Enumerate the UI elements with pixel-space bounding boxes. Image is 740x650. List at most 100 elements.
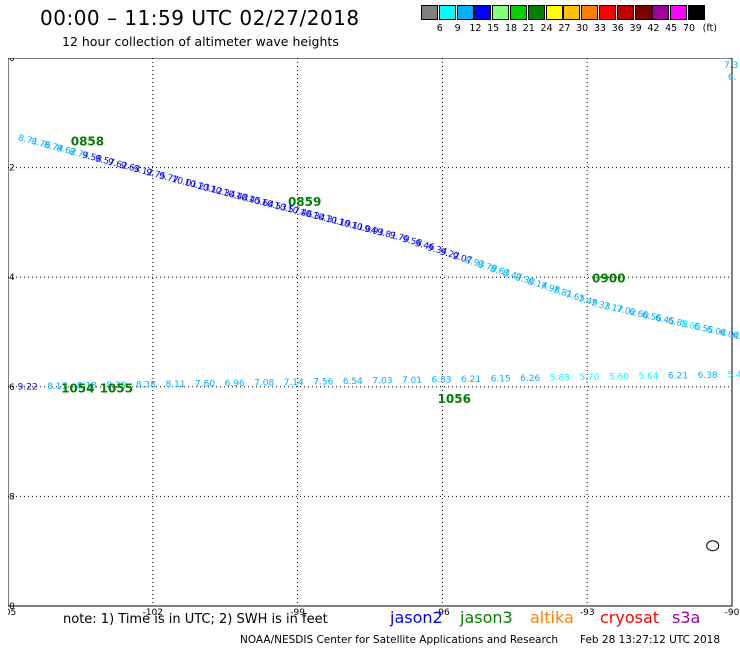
lower-swh-label: 6.21	[461, 375, 481, 385]
upper-swh-label: 9.22	[439, 247, 461, 262]
color-swatch	[599, 5, 616, 20]
upper-swh-label: 8.30	[514, 273, 536, 288]
upper-swh-label: 8.62	[55, 144, 77, 159]
time-label: 1054	[61, 381, 94, 395]
lower-swh-label: 7.01	[402, 376, 422, 386]
plot-frame	[8, 58, 733, 607]
color-tick-label: 18	[504, 23, 518, 34]
lower-swh-label: 5.83	[550, 374, 570, 384]
lower-swh-label: 6.26	[520, 374, 540, 384]
color-tick-label: 21	[522, 23, 535, 34]
lat-tick-label: -64	[8, 273, 15, 283]
satellite-legend-jason3: jason3	[460, 608, 513, 627]
units-note: note: 1) Time is in UTC; 2) SWH is in fe…	[63, 612, 328, 627]
lat-tick-label: -70	[8, 602, 15, 612]
color-tick-label: 6	[436, 23, 443, 34]
lower-swh-label: 8.39	[106, 381, 126, 391]
upper-swh-label: 5.80	[680, 319, 702, 334]
upper-swh-label: 7.98	[539, 282, 561, 297]
color-swatch	[474, 5, 492, 20]
color-tick-label: 12	[469, 23, 482, 34]
lat-tick-label: -62	[8, 164, 15, 174]
upper-swh-label: 9.93	[363, 224, 385, 239]
lower-swh-label: 7.56	[313, 378, 333, 388]
upper-swh-label: 8.47	[501, 269, 523, 284]
upper-swh-label: 6.88	[667, 316, 689, 331]
upper-swh-label: 6.56	[641, 310, 663, 325]
upper-swh-label: 8.76	[30, 137, 52, 152]
lat-tick-label: -68	[8, 492, 15, 502]
time-label: 0900	[592, 272, 625, 286]
upper-swh-label: 9.58	[401, 235, 423, 250]
lower-swh-label: 9.22	[18, 383, 38, 393]
color-swatch	[563, 5, 581, 20]
lower-swh-label: 5.64	[638, 372, 658, 382]
upper-swh-label: 8.14	[526, 277, 548, 292]
color-swatch	[634, 5, 652, 20]
lat-tick-label: -60	[8, 58, 15, 64]
upper-swh-label: 6.04	[705, 325, 727, 340]
upper-swh-label: 9.07	[451, 252, 473, 267]
upper-swh-label: 7.02	[615, 304, 637, 319]
upper-swh-label: 7.65	[564, 290, 586, 305]
lower-swh-label: 8.38	[136, 381, 156, 391]
upper-swh-label: 7.3	[724, 61, 738, 71]
upper-swh-label: 6.45	[654, 313, 676, 328]
color-swatch	[616, 5, 634, 20]
lower-swh-label: 5.60	[609, 373, 629, 383]
color-swatch	[438, 5, 456, 20]
upper-swh-label: 9.70	[388, 231, 410, 246]
lower-swh-label: 8.18	[77, 382, 97, 392]
upper-swh-label: 8.74	[68, 147, 90, 162]
upper-swh-label: 6.	[728, 73, 737, 83]
lon-tick-label: -105	[8, 608, 16, 618]
time-label: 0858	[71, 135, 104, 149]
upper-swh-label: 9.57	[94, 154, 116, 169]
color-swatch	[456, 5, 474, 20]
credit-agency: NOAA/NESDIS Center for Satellite Applica…	[240, 634, 558, 646]
island-outline	[706, 540, 720, 552]
lower-swh-label: 7.14	[284, 378, 304, 388]
chart-subtitle: 12 hour collection of altimeter wave hei…	[62, 34, 339, 49]
color-tick-label: 27	[558, 23, 571, 34]
satellite-legend-cryosat: cryosat	[600, 608, 660, 627]
lower-swh-label: 6.21	[668, 372, 688, 382]
lat-tick-label: -66	[8, 383, 15, 393]
color-swatch	[652, 5, 670, 20]
upper-swh-label: 6.5	[731, 331, 740, 344]
lower-swh-label: 6.15	[491, 375, 511, 385]
color-swatch	[510, 5, 527, 20]
upper-swh-label: 8.63	[489, 265, 511, 280]
color-tick-label: 42	[647, 23, 660, 34]
upper-swh-label: 6.04	[718, 328, 740, 343]
upper-swh-label: 9.62	[106, 157, 128, 172]
color-tick-label: 24	[540, 23, 553, 34]
upper-swh-label: 9.81	[376, 227, 398, 242]
upper-swh-label: 9.34	[426, 243, 448, 258]
lower-swh-label: 5.41	[727, 371, 740, 381]
upper-swh-label: 8.93	[464, 256, 486, 271]
color-tick-label: 45	[665, 23, 678, 34]
satellite-legend-altika: altika	[530, 608, 574, 627]
upper-swh-label: 9.46	[414, 239, 436, 254]
lower-swh-label: 6.54	[343, 377, 363, 387]
chart-title: 00:00 – 11:59 UTC 02/27/2018	[40, 6, 360, 30]
upper-swh-label: 9.58	[81, 151, 103, 166]
color-swatch	[421, 5, 438, 20]
satellite-legend-jason2: jason2	[390, 608, 443, 627]
lower-swh-label: 8.17	[47, 382, 67, 392]
color-tick-label: 36	[611, 23, 624, 34]
upper-swh-label: 9.75	[145, 168, 167, 183]
upper-swh-label: 9.77	[158, 171, 180, 186]
time-label: 1056	[438, 392, 471, 406]
upper-swh-label: 7.49	[577, 294, 599, 309]
color-tick-label: 9	[454, 23, 461, 34]
time-label: 1055	[100, 381, 133, 395]
color-swatch	[545, 5, 563, 20]
color-tick-label: 30	[576, 23, 589, 34]
upper-swh-label: 6.60	[628, 307, 650, 322]
lon-tick-label: -93	[580, 608, 595, 618]
lower-swh-label: 7.60	[195, 380, 215, 390]
upper-swh-label: 9.12	[132, 164, 154, 179]
lower-swh-label: 7.03	[372, 377, 392, 387]
